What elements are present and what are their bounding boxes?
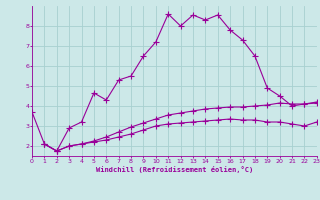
X-axis label: Windchill (Refroidissement éolien,°C): Windchill (Refroidissement éolien,°C)	[96, 166, 253, 173]
